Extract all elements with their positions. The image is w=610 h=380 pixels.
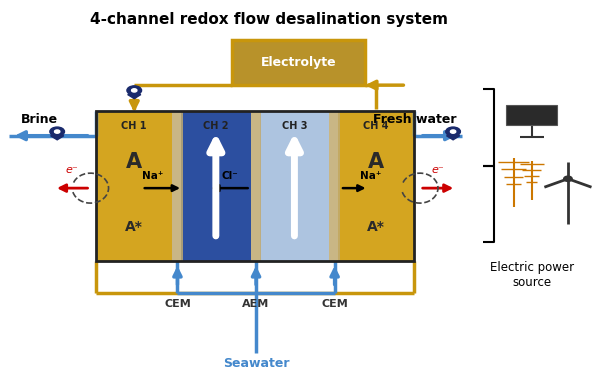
Text: 4-channel redox flow desalination system: 4-channel redox flow desalination system — [90, 12, 448, 27]
Text: A*: A* — [367, 220, 385, 234]
Bar — [172, 111, 183, 261]
Polygon shape — [127, 95, 141, 99]
Polygon shape — [51, 136, 64, 140]
Circle shape — [132, 89, 137, 92]
Text: Fresh water: Fresh water — [373, 113, 456, 126]
Text: CH 3: CH 3 — [282, 121, 307, 131]
Text: AEM: AEM — [242, 299, 270, 309]
Bar — [232, 40, 365, 85]
Circle shape — [50, 127, 65, 136]
Text: CEM: CEM — [321, 299, 348, 309]
Bar — [329, 111, 340, 261]
Text: CH 2: CH 2 — [203, 121, 229, 131]
Bar — [96, 111, 414, 261]
Text: Electrolyte: Electrolyte — [261, 56, 337, 69]
Text: e⁻: e⁻ — [66, 165, 79, 175]
Bar — [251, 111, 262, 261]
Text: Electric power
source: Electric power source — [490, 261, 574, 289]
Text: Brine: Brine — [21, 113, 58, 126]
Text: A*: A* — [125, 220, 143, 234]
Bar — [260, 111, 329, 261]
Bar — [338, 111, 414, 261]
Bar — [506, 105, 558, 125]
Circle shape — [564, 176, 572, 181]
Bar — [181, 111, 251, 261]
Text: CH 4: CH 4 — [364, 121, 389, 131]
Text: Na⁺: Na⁺ — [359, 171, 381, 180]
Text: Na⁺: Na⁺ — [143, 171, 164, 180]
Text: CEM: CEM — [164, 299, 191, 309]
Text: A: A — [126, 152, 142, 172]
Circle shape — [127, 86, 142, 95]
Circle shape — [450, 130, 456, 133]
Bar — [96, 111, 172, 261]
Text: Seawater: Seawater — [223, 356, 289, 370]
Text: e⁻: e⁻ — [432, 165, 444, 175]
Circle shape — [446, 127, 461, 136]
Text: A: A — [368, 152, 384, 172]
Polygon shape — [447, 136, 460, 140]
Text: Cl⁻: Cl⁻ — [221, 171, 238, 180]
Text: CH 1: CH 1 — [121, 121, 147, 131]
Circle shape — [54, 130, 60, 133]
